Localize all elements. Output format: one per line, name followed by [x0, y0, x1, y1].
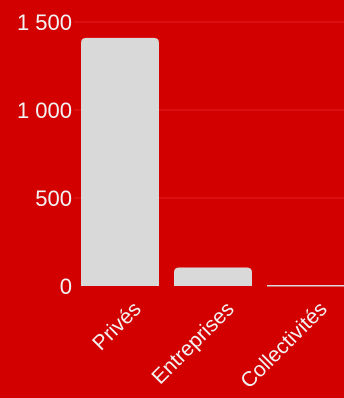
y-tick-label: 0 [60, 274, 72, 299]
bars [81, 37, 344, 287]
x-category-label: Collectivités [236, 297, 331, 392]
bar[interactable] [267, 285, 344, 287]
y-tick-label: 1 500 [17, 10, 72, 35]
y-axis-ticks: 0 500 1 000 1 500 [17, 10, 72, 299]
bar[interactable] [81, 37, 159, 287]
bar[interactable] [174, 267, 252, 286]
y-tick-label: 500 [35, 186, 72, 211]
x-category-label: Entreprises [147, 297, 238, 388]
y-tick-label: 1 000 [17, 98, 72, 123]
x-category-label: Privés [88, 297, 146, 355]
